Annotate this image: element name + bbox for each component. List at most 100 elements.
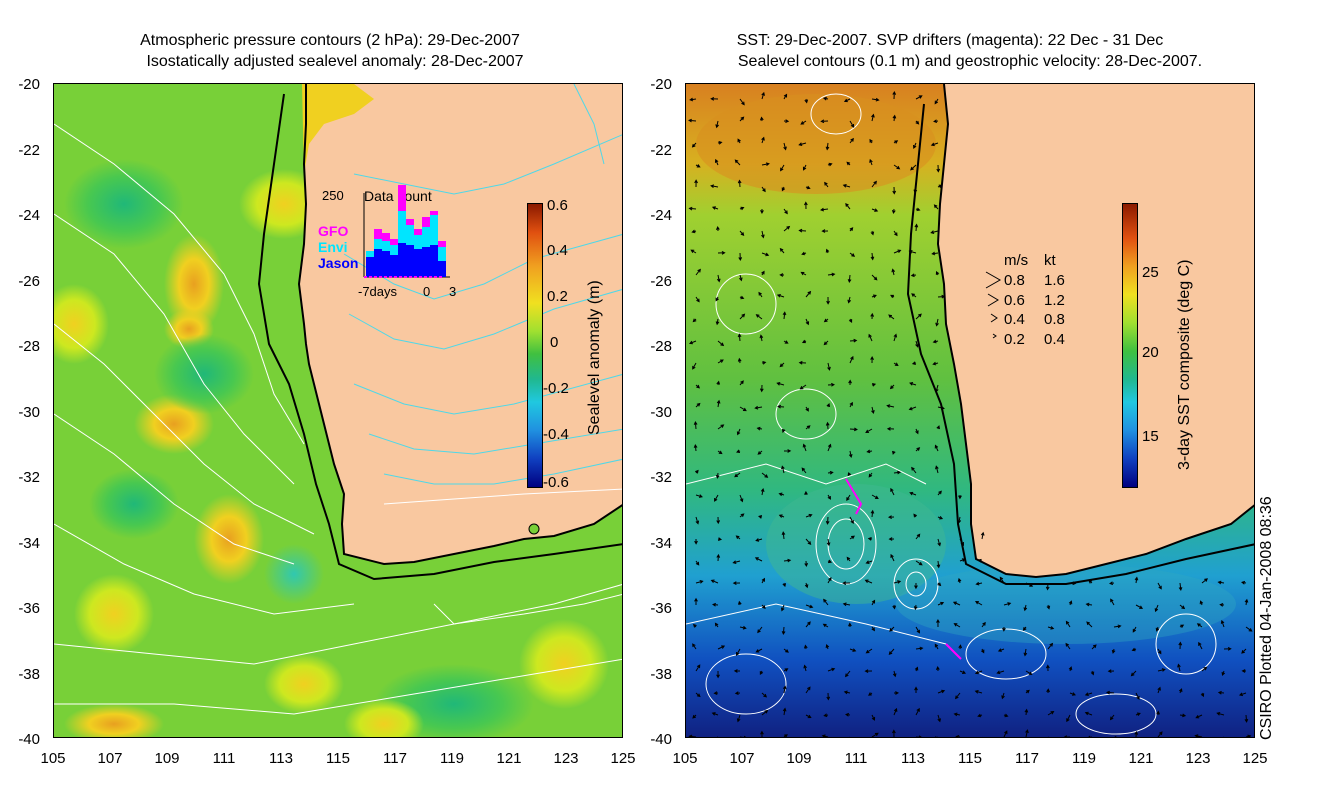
velocity-arrow — [822, 96, 829, 101]
velocity-arrow — [695, 164, 701, 168]
vel-legend-kt-1: 1.2 — [1044, 292, 1065, 309]
velocity-arrow — [871, 406, 875, 415]
left-y-label-9: -38 — [18, 665, 40, 683]
velocity-arrow — [892, 604, 897, 610]
right-x-label-1: 107 — [729, 750, 755, 767]
velocity-arrow — [1245, 734, 1252, 737]
velocity-arrow — [1084, 711, 1093, 716]
velocity-arrow — [1223, 736, 1224, 737]
velocity-arrow — [845, 712, 851, 717]
velocity-arrow — [1135, 712, 1141, 717]
velocity-arrow — [1025, 729, 1029, 737]
velocity-arrow — [783, 558, 792, 563]
velocity-arrow — [824, 181, 829, 188]
velocity-arrow — [864, 579, 873, 584]
velocity-arrow — [892, 186, 897, 195]
velocity-arrow — [1046, 688, 1050, 694]
velocity-arrow — [849, 736, 850, 737]
velocity-arrow — [1024, 708, 1029, 716]
velocity-arrow — [930, 142, 939, 147]
velocity-arrow — [892, 670, 897, 678]
inset-bars — [363, 185, 450, 278]
velocity-arrow — [936, 618, 940, 628]
velocity-arrow — [779, 273, 785, 277]
velocity-arrow — [695, 268, 701, 276]
velocity-arrow — [935, 465, 939, 474]
right-y-label-2: -24 — [650, 207, 672, 224]
velocity-arrow — [847, 274, 852, 283]
velocity-arrow — [738, 274, 743, 282]
velocity-arrow — [980, 531, 985, 540]
velocity-arrow — [1086, 621, 1093, 628]
velocity-arrow — [740, 735, 747, 737]
velocity-arrow — [695, 494, 703, 498]
velocity-arrow — [688, 118, 697, 123]
velocity-arrow — [804, 98, 809, 104]
velocity-arrow — [937, 184, 943, 189]
velocity-arrow — [821, 229, 829, 233]
velocity-arrow — [1244, 714, 1249, 723]
left-x-label-6: 117 — [383, 750, 407, 767]
velocity-arrow — [825, 421, 830, 430]
velocity-arrow — [1003, 602, 1012, 606]
velocity-arrow — [1201, 666, 1208, 672]
right-y-label-10: -40 — [650, 731, 672, 748]
right-y-label-1: -22 — [650, 141, 672, 159]
velocity-arrow — [1217, 580, 1225, 585]
velocity-arrow — [1241, 580, 1247, 585]
velocity-arrow — [1109, 714, 1115, 721]
velocity-arrow — [1199, 600, 1204, 606]
velocity-arrow — [893, 707, 898, 716]
velocity-arrow — [695, 580, 704, 584]
velocity-arrow — [694, 179, 698, 188]
velocity-arrow — [1156, 710, 1160, 716]
velocity-arrow — [977, 713, 983, 718]
credit-text: CSIRO Plotted 04-Jan-2008 08:36 — [1258, 496, 1275, 740]
velocity-arrow — [849, 427, 858, 432]
velocity-arrow — [739, 494, 744, 503]
velocity-arrow — [805, 538, 812, 545]
velocity-arrow — [1022, 626, 1027, 631]
velocity-arrow — [759, 670, 764, 676]
velocity-arrow — [1157, 648, 1162, 655]
sst-tick-20: 20 — [1142, 344, 1159, 361]
velocity-arrow — [805, 185, 811, 190]
velocity-arrow — [800, 271, 807, 276]
velocity-arrow — [886, 404, 895, 408]
left-y-label-1: -22 — [18, 141, 40, 159]
velocity-arrow — [891, 268, 896, 276]
velocity-arrow — [870, 230, 875, 236]
velocity-arrow — [910, 273, 917, 278]
velocity-arrow — [1220, 619, 1225, 628]
velocity-arrow — [1219, 602, 1225, 607]
velocity-arrow — [695, 296, 700, 303]
velocity-arrow — [871, 180, 877, 188]
velocity-arrow — [846, 161, 851, 166]
velocity-arrow — [908, 406, 917, 411]
velocity-arrow — [783, 93, 788, 100]
velocity-arrow — [715, 318, 720, 326]
velocity-arrow — [803, 644, 808, 650]
velocity-arrow — [844, 670, 851, 678]
velocity-arrow — [1002, 626, 1006, 632]
velocity-arrow — [710, 96, 719, 101]
velocity-arrow — [890, 553, 895, 562]
velocity-arrow — [717, 645, 726, 650]
velocity-arrow — [937, 406, 945, 410]
velocity-arrow — [911, 361, 917, 366]
velocity-arrow — [825, 248, 830, 254]
velocity-arrow — [957, 516, 962, 524]
velocity-arrow — [717, 340, 725, 347]
velocity-arrow — [761, 472, 769, 478]
velocity-arrow — [866, 449, 873, 454]
velocity-arrow — [893, 249, 902, 254]
velocity-arrow — [952, 601, 961, 606]
right-x-label-7: 119 — [1072, 750, 1096, 767]
left-x-label-0: 105 — [40, 750, 66, 767]
velocity-arrow — [714, 622, 719, 628]
velocity-arrow — [937, 294, 946, 299]
velocity-arrow — [692, 362, 697, 370]
velocity-arrow — [710, 184, 719, 189]
velocity-arrow — [737, 600, 742, 606]
velocity-arrow — [886, 426, 895, 431]
